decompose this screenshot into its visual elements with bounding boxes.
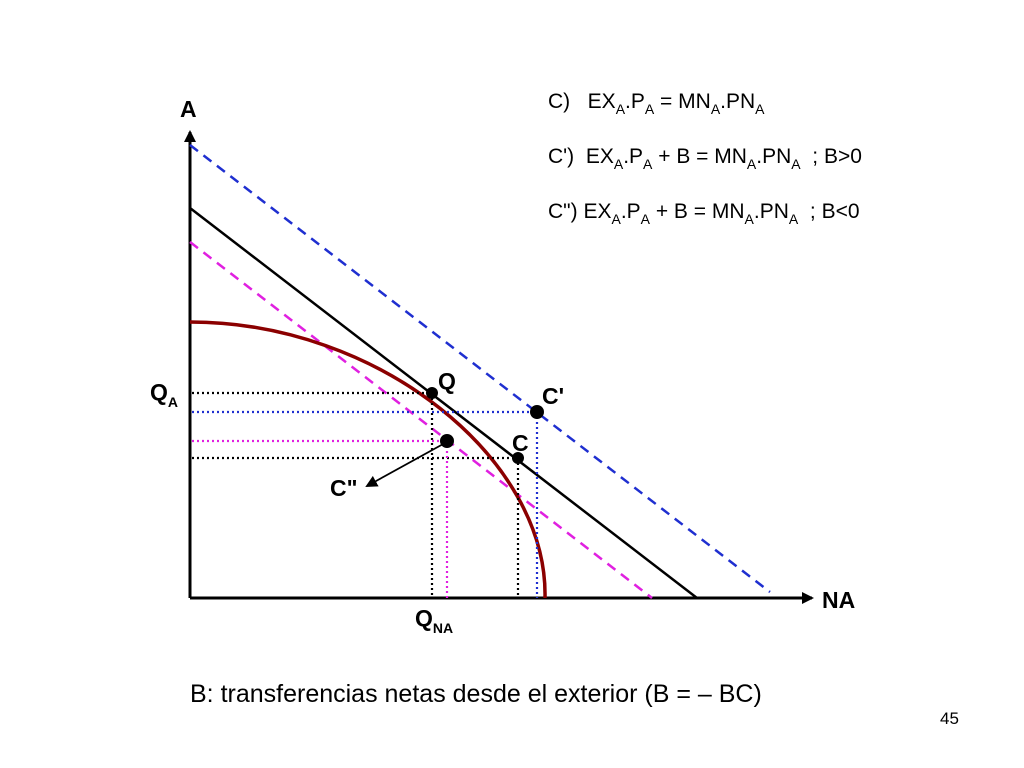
- point-c: [512, 452, 524, 464]
- point-c-prime: [530, 405, 544, 419]
- equation-c: C) EXA.PA = MNA.PNA: [548, 90, 765, 117]
- label-c: C: [512, 430, 529, 456]
- page-number: 45: [940, 709, 959, 728]
- label-c-double: C": [330, 475, 358, 501]
- tick-qa: QA: [150, 379, 178, 410]
- tick-qna: QNA: [415, 605, 453, 636]
- tick-qna-main: Q: [415, 605, 433, 631]
- label-q: Q: [438, 368, 456, 394]
- budget-line-c-prime: [189, 144, 771, 593]
- svg-text:C) EXA.PA = MNA.PNA: C) EXA.PA = MNA.PNA: [548, 90, 765, 117]
- y-axis-label: A: [180, 96, 197, 122]
- label-c-prime: C': [542, 383, 564, 409]
- tick-qa-sub: A: [168, 394, 178, 410]
- production-frontier-curve: [189, 320, 547, 599]
- equation-c-double: C") EXA.PA + B = MNA.PNA ; B<0: [548, 200, 860, 227]
- footer-note: B: transferencias netas desde el exterio…: [190, 680, 762, 708]
- budget-line-c: [189, 207, 698, 599]
- equation-c-prime: C') EXA.PA + B = MNA.PNA ; B>0: [548, 145, 862, 172]
- x-axis-label: NA: [822, 587, 855, 613]
- tick-qa-main: Q: [150, 379, 168, 405]
- c-double-pointer-arrow: [365, 442, 446, 487]
- point-c-double: [440, 434, 454, 448]
- svg-text:C') EXA.PA + B = MNA.PNA ; B: C') EXA.PA + B = MNA.PNA ; B>0: [548, 145, 862, 172]
- point-q: [426, 387, 438, 399]
- svg-text:C") EXA.PA + B = MNA.PNA ; B<: C") EXA.PA + B = MNA.PNA ; B<0: [548, 200, 860, 227]
- tick-qna-sub: NA: [433, 620, 453, 636]
- budget-line-c-double: [189, 241, 653, 599]
